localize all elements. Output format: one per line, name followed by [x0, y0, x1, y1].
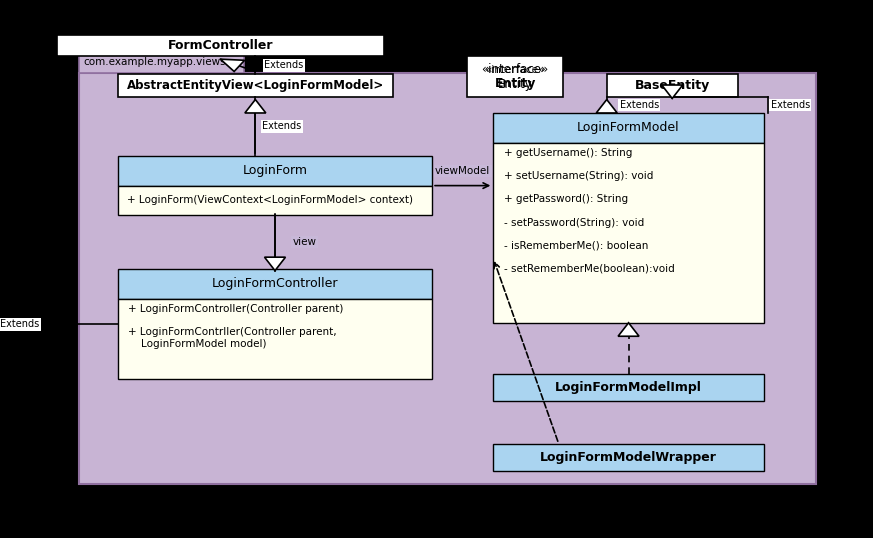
Text: BaseEntity: BaseEntity	[635, 79, 710, 92]
FancyBboxPatch shape	[493, 374, 764, 401]
Text: LoginFormModel: LoginFormModel	[577, 121, 680, 134]
Polygon shape	[244, 100, 265, 113]
Text: LoginFormModelImpl: LoginFormModelImpl	[555, 381, 702, 394]
Text: Extends: Extends	[264, 60, 303, 70]
Text: LoginFormModelWrapper: LoginFormModelWrapper	[540, 451, 717, 464]
Polygon shape	[265, 257, 285, 271]
FancyBboxPatch shape	[607, 74, 738, 97]
FancyBboxPatch shape	[57, 35, 384, 56]
Text: view: view	[292, 237, 316, 247]
Text: LoginFormController: LoginFormController	[212, 277, 338, 291]
FancyBboxPatch shape	[493, 444, 764, 471]
Text: FormController: FormController	[168, 39, 273, 52]
Text: «interface»: «interface»	[485, 65, 545, 75]
Polygon shape	[596, 100, 617, 113]
Polygon shape	[220, 59, 244, 72]
FancyBboxPatch shape	[118, 74, 393, 97]
Text: Extends: Extends	[0, 319, 39, 329]
Text: AbstractEntityView<LoginFormModel>: AbstractEntityView<LoginFormModel>	[127, 79, 384, 92]
Polygon shape	[662, 85, 683, 98]
Text: viewModel: viewModel	[435, 166, 491, 176]
FancyBboxPatch shape	[118, 156, 432, 186]
FancyBboxPatch shape	[118, 186, 432, 215]
FancyBboxPatch shape	[118, 269, 432, 299]
Polygon shape	[618, 323, 639, 336]
FancyBboxPatch shape	[493, 113, 764, 143]
FancyBboxPatch shape	[79, 51, 244, 73]
Text: «interface»
Entity: «interface» Entity	[481, 62, 549, 91]
Text: + getUsername(): String

+ setUsername(String): void

+ getPassword(): String

-: + getUsername(): String + setUsername(St…	[504, 148, 675, 274]
FancyBboxPatch shape	[118, 299, 432, 379]
Text: Extends: Extends	[262, 122, 301, 131]
Text: com.example.myapp.views: com.example.myapp.views	[83, 57, 225, 67]
FancyBboxPatch shape	[79, 73, 816, 484]
Text: + LoginFormController(Controller parent)

+ LoginFormContrller(Controller parent: + LoginFormController(Controller parent)…	[128, 304, 344, 349]
FancyBboxPatch shape	[493, 143, 764, 323]
Text: Extends: Extends	[771, 100, 810, 110]
Text: Extends: Extends	[620, 100, 659, 110]
FancyBboxPatch shape	[467, 56, 563, 97]
Text: Entity: Entity	[494, 76, 536, 90]
Text: LoginForm: LoginForm	[243, 164, 307, 178]
Text: + LoginForm(ViewContext<LoginFormModel> context): + LoginForm(ViewContext<LoginFormModel> …	[127, 195, 413, 206]
